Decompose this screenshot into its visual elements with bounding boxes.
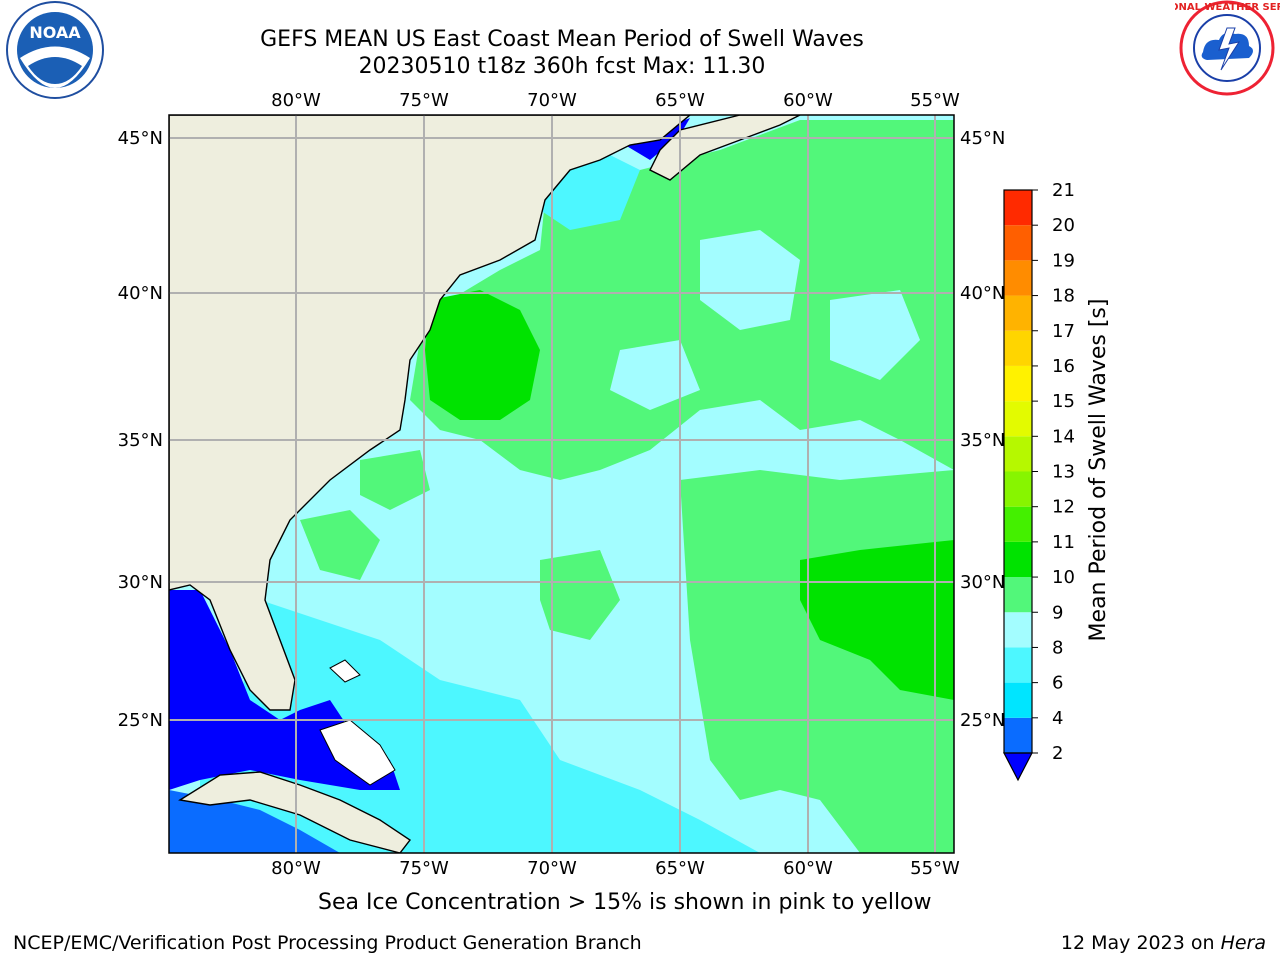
colorbar-label: Mean Period of Swell Waves [s] [1086,299,1111,642]
credit-date: 12 May 2023 on Hera [1061,932,1266,954]
lat-label-left: 35°N [118,430,163,451]
colorbar-tick-label: 21 [1052,180,1075,201]
colorbar-tick-label: 4 [1052,708,1063,729]
noaa-logo: NOAA [6,1,104,99]
lat-label-left: 30°N [118,572,163,593]
lon-label-top: 60°W [783,90,833,111]
lat-label-right: 45°N [960,128,1005,149]
longitude-labels-top: 80°W 75°W 70°W 65°W 60°W 55°W [271,90,960,111]
colorbar-segment [1004,190,1032,226]
lon-label-bottom: 55°W [910,858,960,879]
colorbar-segment [1004,717,1032,753]
colorbar-segment [1004,647,1032,683]
lon-label-top: 70°W [527,90,577,111]
colorbar-tick-label: 2 [1052,743,1063,764]
lon-label-top: 80°W [271,90,321,111]
colorbar-segment [1004,436,1032,472]
swell-region-8-9 [700,230,800,330]
swell-region-9-10d [300,510,380,580]
latitude-labels-left: 45°N 40°N 35°N 30°N 25°N [118,128,163,731]
map-body [169,115,954,853]
lon-label-bottom: 70°W [527,858,577,879]
land-bahamas-b [329,659,361,683]
lat-label-left: 40°N [118,283,163,304]
swell-region-8-9b [830,290,920,380]
credit-branch: NCEP/EMC/Verification Post Processing Pr… [13,932,642,954]
colorbar-segment [1004,365,1032,402]
lon-label-bottom: 75°W [399,858,449,879]
colorbar-segment [1004,612,1032,648]
credit-date-text: 12 May 2023 on [1060,932,1215,954]
colorbar-tick-label: 12 [1052,497,1075,518]
colorbar-segment [1004,225,1032,261]
colorbar-tick-label: 17 [1052,321,1075,342]
colorbar-tick-label: 18 [1052,286,1075,307]
lat-label-right: 35°N [960,430,1005,451]
swell-region-8-9c [610,340,700,410]
colorbar-tick-label: 19 [1052,250,1075,271]
colorbar-tick-label: 11 [1052,532,1075,553]
colorbar-tick-label: 8 [1052,637,1063,658]
colorbar-under-triangle [1003,752,1033,782]
colorbar-segment [1004,471,1032,507]
lat-label-right: 25°N [960,710,1005,731]
swell-region-2-4 [169,790,340,853]
map-frame [168,114,955,854]
colorbar: 2 4 6 8 9 10 11 12 13 14 15 16 17 18 19 20 21 [1003,180,1075,782]
colorbar-tick-label: 6 [1052,673,1063,694]
colorbar-segment [1004,541,1032,578]
lon-label-top: 65°W [655,90,705,111]
longitude-labels-bottom: 80°W 75°W 70°W 65°W 60°W 55°W [271,858,960,879]
colorbar-segment [1004,682,1032,718]
credit-machine: Hera [1220,932,1266,954]
lat-label-right: 30°N [960,572,1005,593]
lat-label-left: 25°N [118,710,163,731]
colorbar-segment [1004,295,1032,331]
colorbar-segment [1004,260,1032,296]
colorbar-segment [1004,330,1032,366]
swell-region-10-11b [800,540,954,700]
chart-subtitle: 20230510 t18z 360h fcst Max: 11.30 [358,54,766,79]
colorbar-tick-label: 9 [1052,602,1063,623]
colorbar-segment [1004,401,1032,437]
swell-region-9-10c [540,550,620,640]
chart-title: GEFS MEAN US East Coast Mean Period of S… [260,27,864,52]
nws-logo-text: NATIONAL WEATHER SERVICE [1175,2,1280,13]
lon-label-top: 55°W [910,90,960,111]
latitude-labels-right: 45°N 40°N 35°N 30°N 25°N [960,128,1005,731]
swell-region-10-11 [425,290,540,420]
colorbar-tick-label: 15 [1052,391,1075,412]
sea-ice-note: Sea Ice Concentration > 15% is shown in … [318,890,932,915]
lon-label-bottom: 60°W [783,858,833,879]
lat-label-right: 40°N [960,283,1005,304]
land-nova-scotia [649,115,801,181]
colorbar-segment [1004,506,1032,542]
lat-label-left: 45°N [118,128,163,149]
nws-logo: NATIONAL WEATHER SERVICE [1175,0,1280,96]
colorbar-tick-label: 10 [1052,567,1075,588]
lon-label-top: 75°W [399,90,449,111]
swell-region-9-10e [360,450,430,510]
lon-label-bottom: 80°W [271,858,321,879]
colorbar-tick-label: 13 [1052,462,1075,483]
colorbar-tick-label: 16 [1052,356,1075,377]
gridlines [169,115,954,853]
colorbar-tick-label: 20 [1052,215,1075,236]
noaa-logo-text: NOAA [29,23,81,42]
colorbar-tick-label: 14 [1052,426,1075,447]
colorbar-segment [1004,577,1032,613]
lon-label-bottom: 65°W [655,858,705,879]
